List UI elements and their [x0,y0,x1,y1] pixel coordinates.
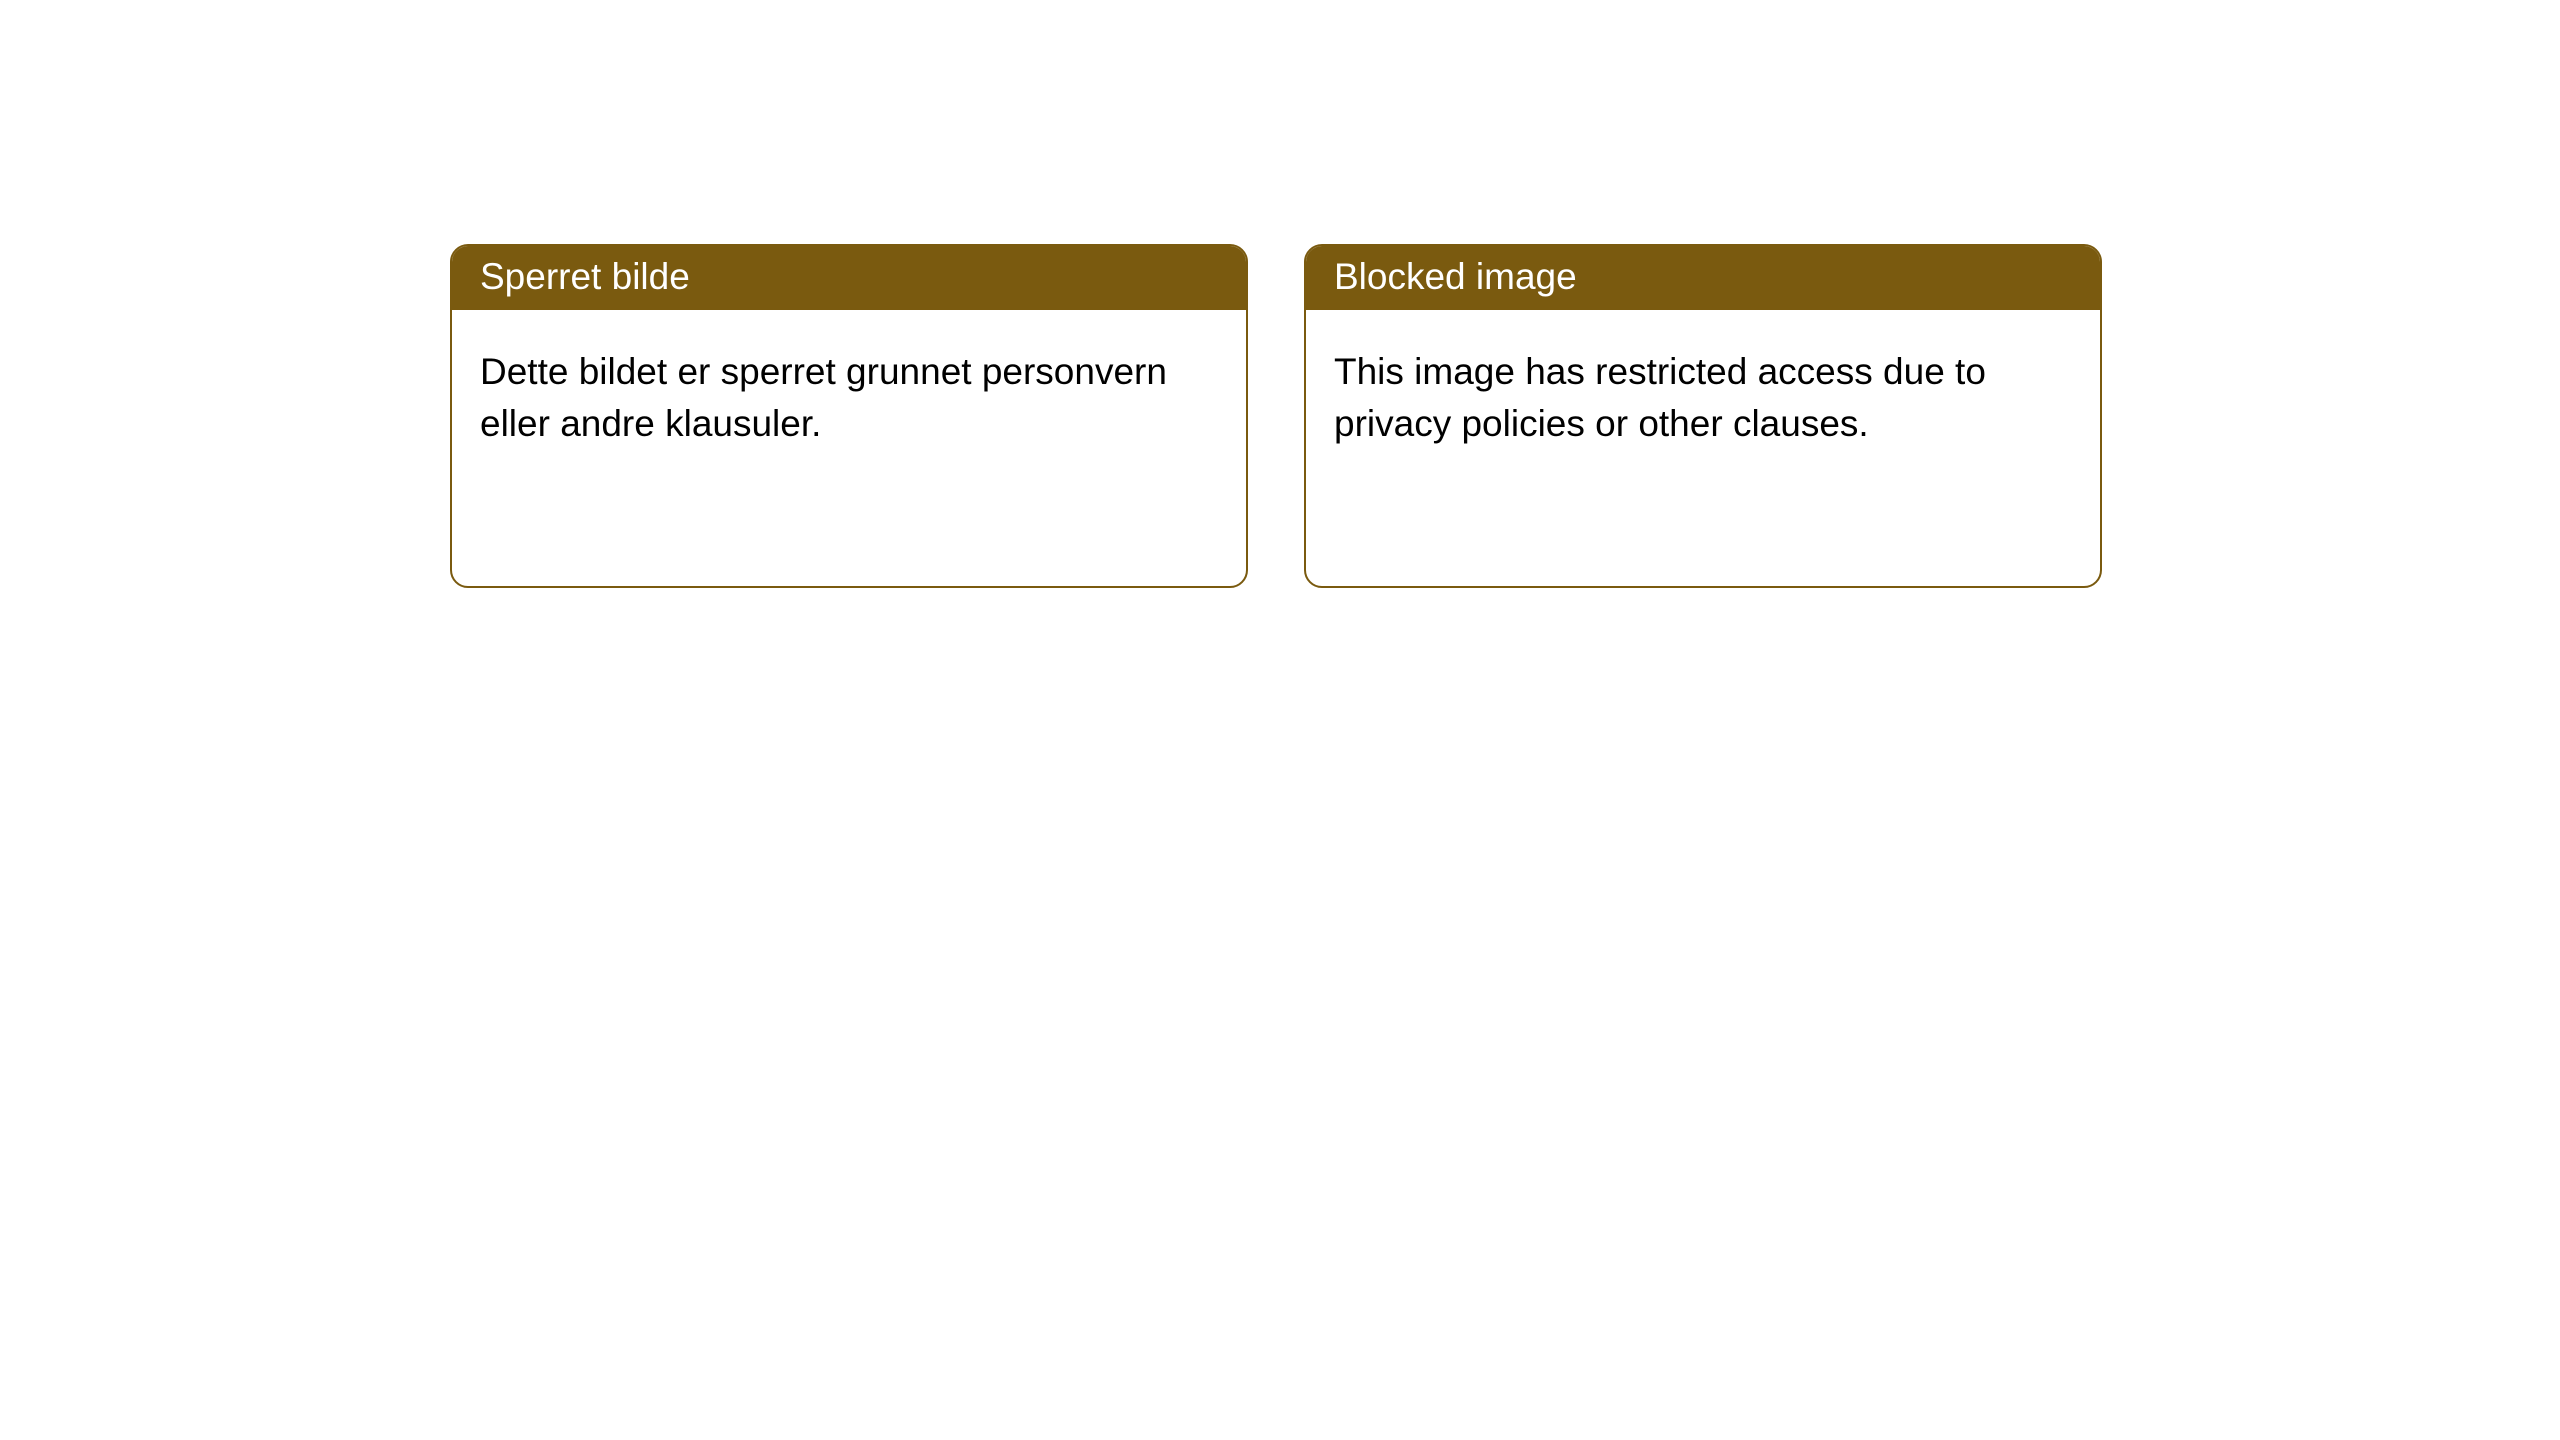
notice-title: Blocked image [1306,246,2100,310]
notice-title: Sperret bilde [452,246,1246,310]
notice-card-norwegian: Sperret bilde Dette bildet er sperret gr… [450,244,1248,588]
notice-body: This image has restricted access due to … [1306,310,2100,586]
notice-container: Sperret bilde Dette bildet er sperret gr… [0,0,2560,588]
notice-body: Dette bildet er sperret grunnet personve… [452,310,1246,586]
notice-card-english: Blocked image This image has restricted … [1304,244,2102,588]
